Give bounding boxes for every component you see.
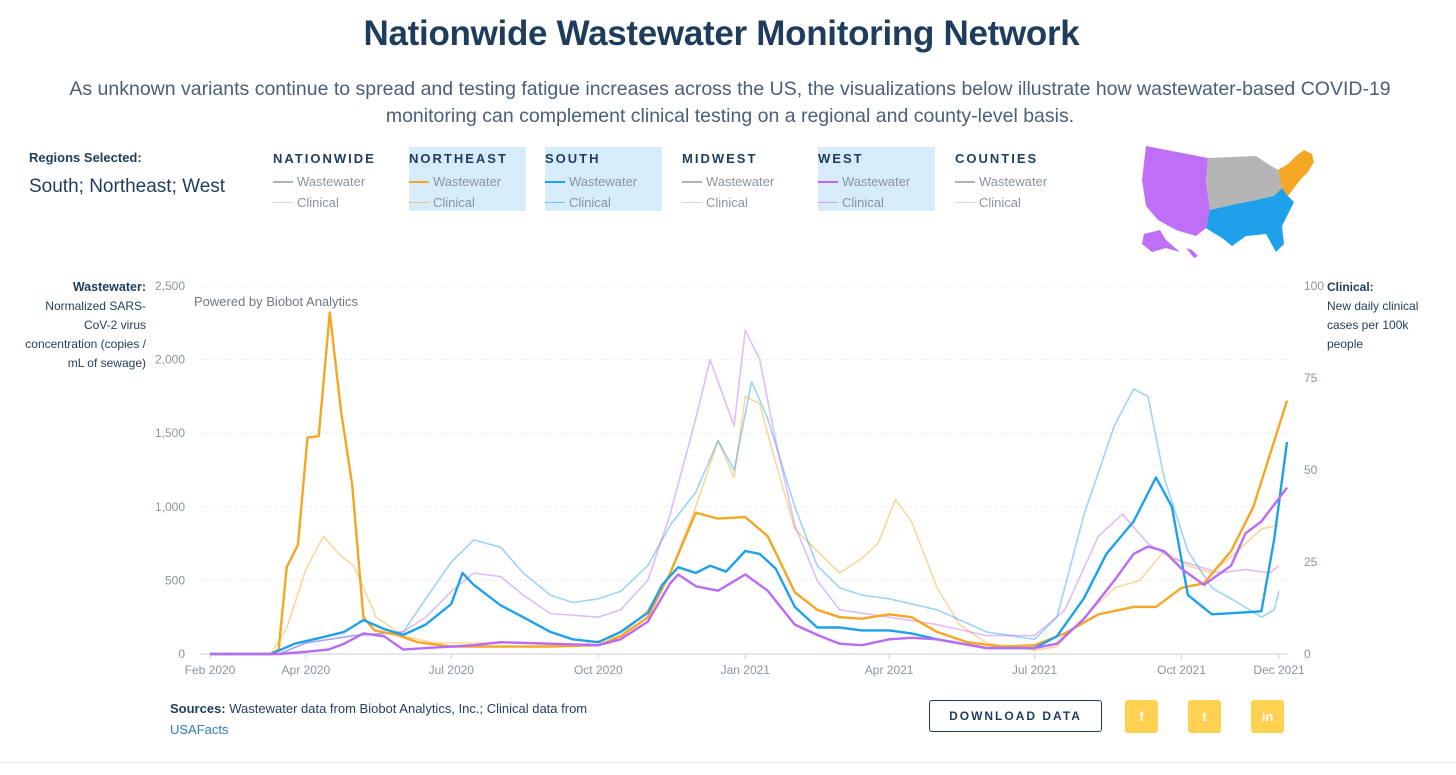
legend-line bbox=[955, 180, 975, 183]
x-tick-label: Feb 2020 bbox=[185, 663, 236, 677]
legend-line bbox=[682, 180, 702, 183]
region-south[interactable]: SOUTH Wastewater Clinical bbox=[545, 147, 662, 211]
y-tick-left: 2,500 bbox=[155, 279, 185, 293]
x-tick-label: Oct 2020 bbox=[574, 663, 623, 677]
legend-label: Clinical bbox=[297, 195, 339, 210]
wastewater-chart[interactable]: 0 500 1,000 1,500 2,000 2,500 0 25 50 75 100 Feb 20… bbox=[0, 270, 1456, 690]
y-tick-right: 50 bbox=[1304, 463, 1318, 477]
map-region-northeast bbox=[1278, 150, 1314, 196]
legend-line bbox=[818, 202, 838, 203]
legend-line bbox=[955, 202, 975, 203]
legend-label: Wastewater bbox=[706, 174, 775, 189]
region-west[interactable]: WEST Wastewater Clinical bbox=[818, 147, 935, 211]
region-name: NATIONWIDE bbox=[273, 151, 376, 166]
usafacts-link[interactable]: USAFacts bbox=[170, 722, 229, 737]
legend-label: Wastewater bbox=[297, 174, 366, 189]
region-name: NORTHEAST bbox=[409, 151, 508, 166]
chart-watermark: Powered by Biobot Analytics bbox=[194, 294, 359, 309]
series-line-south-clinical bbox=[210, 380, 1280, 655]
legend-clinical[interactable]: Clinical bbox=[409, 192, 526, 213]
x-tick-label: Apr 2021 bbox=[865, 663, 914, 677]
legend-line bbox=[273, 202, 293, 203]
legend-clinical[interactable]: Clinical bbox=[818, 192, 935, 213]
legend-clinical[interactable]: Clinical bbox=[955, 192, 1072, 213]
region-name: WEST bbox=[818, 151, 864, 166]
page-subtitle: As unknown variants continue to spread a… bbox=[69, 78, 1391, 127]
y-tick-right: 25 bbox=[1304, 555, 1318, 569]
legend-clinical[interactable]: Clinical bbox=[273, 192, 390, 213]
bottom-divider bbox=[0, 762, 1456, 763]
map-region-hawaii bbox=[1186, 248, 1198, 258]
legend-wastewater[interactable]: Wastewater bbox=[273, 171, 390, 192]
download-data-button[interactable]: DOWNLOAD DATA bbox=[929, 700, 1102, 732]
legend-label: Clinical bbox=[706, 195, 748, 210]
legend-label: Clinical bbox=[979, 195, 1021, 210]
legend-line bbox=[682, 202, 702, 203]
legend-clinical[interactable]: Clinical bbox=[545, 192, 662, 213]
left-axis-title: Wastewater: Normalized SARS-CoV-2 virus … bbox=[25, 280, 146, 370]
y-tick-left: 1,500 bbox=[155, 426, 185, 440]
region-nationwide[interactable]: NATIONWIDE Wastewater Clinical bbox=[273, 147, 390, 211]
region-counties[interactable]: COUNTIES Wastewater Clinical bbox=[955, 147, 1072, 211]
y-tick-right: 75 bbox=[1304, 371, 1318, 385]
page-title: Nationwide Wastewater Monitoring Network bbox=[363, 14, 1080, 53]
y-tick-right: 100 bbox=[1304, 279, 1324, 293]
legend-wastewater[interactable]: Wastewater bbox=[409, 171, 526, 192]
map-region-west bbox=[1142, 146, 1210, 236]
legend-line bbox=[409, 202, 429, 203]
sources-note: Sources: Wastewater data from Biobot Ana… bbox=[170, 701, 588, 737]
series-line-northeast-clinical bbox=[210, 395, 1280, 655]
legend-line bbox=[818, 180, 838, 183]
legend-clinical[interactable]: Clinical bbox=[682, 192, 799, 213]
region-midwest[interactable]: MIDWEST Wastewater Clinical bbox=[682, 147, 799, 211]
map-region-alaska bbox=[1142, 230, 1180, 252]
x-tick-label: Apr 2020 bbox=[282, 663, 331, 677]
us-regions-map-icon[interactable] bbox=[1136, 140, 1321, 260]
x-tick-label: Dec 2021 bbox=[1253, 663, 1305, 677]
map-region-south bbox=[1206, 188, 1294, 252]
twitter-icon[interactable]: t bbox=[1188, 700, 1221, 733]
y-tick-left: 2,000 bbox=[155, 353, 185, 367]
legend-wastewater[interactable]: Wastewater bbox=[545, 171, 662, 192]
legend-label: Wastewater bbox=[979, 174, 1048, 189]
map-region-midwest bbox=[1206, 156, 1282, 210]
series-line-west-clinical bbox=[210, 329, 1280, 655]
y-tick-left: 0 bbox=[178, 647, 185, 661]
regions-selected-value: South; Northeast; West bbox=[29, 176, 226, 197]
legend-label: Wastewater bbox=[433, 174, 502, 189]
legend-wastewater[interactable]: Wastewater bbox=[682, 171, 799, 192]
legend-line bbox=[273, 180, 293, 183]
x-tick-label: Jul 2021 bbox=[1012, 663, 1058, 677]
y-tick-right: 0 bbox=[1304, 647, 1311, 661]
legend-label: Wastewater bbox=[569, 174, 638, 189]
series-line-west-wastewater bbox=[210, 486, 1288, 656]
region-northeast[interactable]: NORTHEAST Wastewater Clinical bbox=[409, 147, 526, 211]
series-line-south-wastewater bbox=[210, 441, 1289, 656]
linkedin-icon[interactable]: in bbox=[1251, 700, 1284, 733]
right-axis-title: Clinical: New daily clinical cases per 1… bbox=[1327, 280, 1419, 351]
x-tick-label: Jul 2020 bbox=[429, 663, 475, 677]
region-name: COUNTIES bbox=[955, 151, 1039, 166]
x-tick-label: Jan 2021 bbox=[721, 663, 771, 677]
legend-line bbox=[545, 180, 565, 183]
legend-label: Clinical bbox=[842, 195, 884, 210]
x-tick-label: Oct 2021 bbox=[1157, 663, 1206, 677]
y-tick-left: 500 bbox=[165, 573, 185, 587]
region-name: SOUTH bbox=[545, 151, 601, 166]
legend-line bbox=[409, 180, 429, 183]
region-name: MIDWEST bbox=[682, 151, 758, 166]
legend-label: Wastewater bbox=[842, 174, 911, 189]
legend-label: Clinical bbox=[569, 195, 611, 210]
legend-label: Clinical bbox=[433, 195, 475, 210]
regions-selected-label: Regions Selected: bbox=[29, 150, 142, 165]
series-line-northeast-wastewater bbox=[210, 311, 1289, 656]
facebook-icon[interactable]: f bbox=[1125, 700, 1158, 733]
legend-wastewater[interactable]: Wastewater bbox=[955, 171, 1072, 192]
legend-wastewater[interactable]: Wastewater bbox=[818, 171, 935, 192]
y-tick-left: 1,000 bbox=[155, 500, 185, 514]
legend-line bbox=[545, 202, 565, 203]
